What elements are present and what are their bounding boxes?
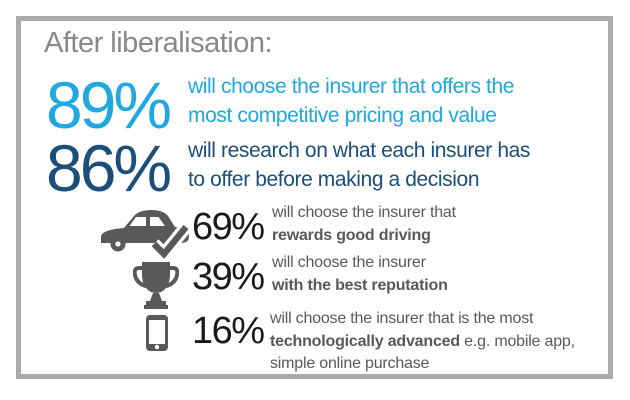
stat-69-text: will choose the insurer that rewards goo… <box>272 202 456 247</box>
stat-86-text: will research on what each insurer has t… <box>188 136 530 194</box>
stat-16-line1: will choose the insurer that is the most <box>270 310 534 327</box>
stat-39-line1: will choose the insurer <box>272 254 426 271</box>
stat-39-line2: with the best reputation <box>272 276 448 294</box>
stat-89-line2: most competitive pricing and value <box>188 104 497 127</box>
stat-69-line1: will choose the insurer that <box>272 204 456 221</box>
stat-16-text: will choose the insurer that is the most… <box>270 308 575 376</box>
stat-16-value: 16% <box>192 310 265 352</box>
infographic-frame: After liberalisation: 89% will choose th… <box>16 16 613 379</box>
stat-69-line2: rewards good driving <box>272 226 431 244</box>
stat-89-text: will choose the insurer that offers the … <box>188 72 514 130</box>
stat-16-line2: technologically advanced e.g. mobile app… <box>270 332 575 350</box>
stat-69-value: 69% <box>192 206 265 248</box>
stat-39-text: will choose the insurer with the best re… <box>272 252 448 297</box>
stat-86-line1: will research on what each insurer has <box>188 139 530 162</box>
stat-86-line2: to offer before making a decision <box>188 168 480 191</box>
smartphone-icon <box>145 314 169 352</box>
trophy-icon <box>133 259 179 309</box>
stat-89-line1: will choose the insurer that offers the <box>188 75 515 98</box>
stat-89-value: 89% <box>46 68 172 142</box>
stat-16-line3: simple online purchase <box>270 355 430 372</box>
stat-39-value: 39% <box>192 256 265 298</box>
car-check-icon <box>98 203 193 259</box>
stat-86-value: 86% <box>46 131 172 205</box>
page-title: After liberalisation: <box>44 27 273 59</box>
